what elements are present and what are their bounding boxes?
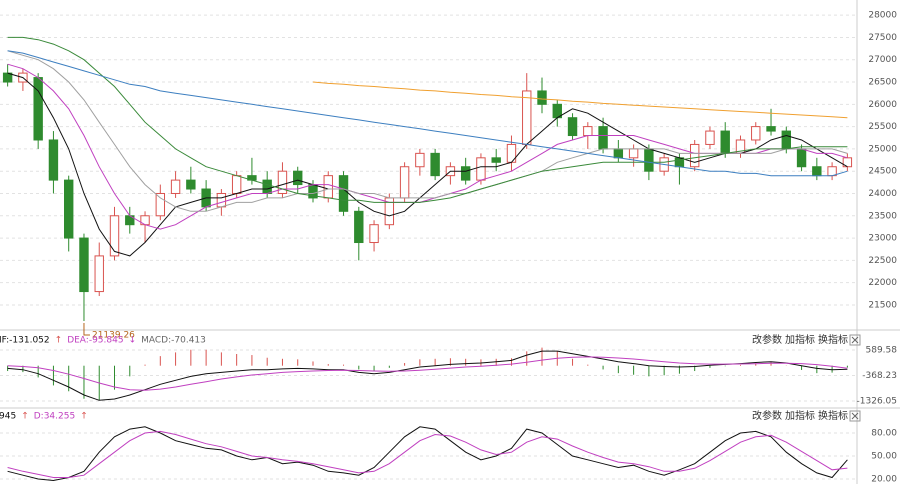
y-tick-label: -1326.05 xyxy=(857,397,897,407)
candle-body xyxy=(262,179,272,194)
y-tick-label: 22000 xyxy=(868,278,897,288)
y-tick-label: 50.00 xyxy=(871,451,897,461)
annotation-leader xyxy=(83,323,90,336)
indicator-header: ↓ xyxy=(129,336,137,346)
candle-body xyxy=(476,157,486,181)
indicator-header: ↑ xyxy=(55,336,63,346)
y-tick-label: 23500 xyxy=(868,211,897,221)
y-tick-label: 22500 xyxy=(868,256,897,266)
candle-body xyxy=(796,148,807,168)
indicator-header: MACD:-70.413 xyxy=(141,336,206,346)
close-icon[interactable] xyxy=(849,334,861,346)
candle-body xyxy=(430,152,440,177)
y-tick-label: 23000 xyxy=(868,234,897,244)
line-series xyxy=(7,430,848,478)
line-series xyxy=(7,50,848,177)
candle-body xyxy=(827,166,837,177)
indicator-header: DEA:-95.845 xyxy=(67,336,123,346)
candle-body xyxy=(231,175,242,194)
candle-body xyxy=(689,143,700,168)
y-tick-label: 26000 xyxy=(868,100,897,110)
candle-body xyxy=(399,166,410,199)
candle-body xyxy=(94,255,104,293)
line-series xyxy=(7,426,848,482)
candle-body xyxy=(186,179,196,190)
candle-body xyxy=(751,126,761,141)
indicator-button[interactable]: 换指标 xyxy=(818,409,848,422)
candle-body xyxy=(613,148,624,159)
candle-body xyxy=(567,117,578,137)
candle-body xyxy=(48,139,59,181)
close-icon[interactable] xyxy=(849,410,861,422)
y-tick-label: 28000 xyxy=(868,11,897,21)
candle-body xyxy=(415,152,425,168)
indicator-button[interactable]: 加指标 xyxy=(785,333,815,346)
line-series xyxy=(7,36,848,203)
y-tick-label: 27000 xyxy=(868,55,897,65)
indicator-button[interactable]: 改参数 xyxy=(752,333,782,346)
indicator-header: IF:-131.052 xyxy=(0,336,50,346)
candle-body xyxy=(522,90,532,145)
candle-body xyxy=(705,130,715,145)
indicator-header: 945 xyxy=(0,412,16,422)
indicator-button[interactable]: 换指标 xyxy=(818,333,848,346)
candle-body xyxy=(369,224,379,244)
y-tick-label: 20.00 xyxy=(871,475,897,484)
indicator-header: ↑ xyxy=(21,412,29,422)
indicator-header: ↑ xyxy=(80,412,88,422)
y-tick-label: -368.23 xyxy=(862,371,897,381)
candle-body xyxy=(216,192,227,208)
candle-body xyxy=(766,126,776,132)
candle-body xyxy=(338,175,349,212)
y-tick-label: 24000 xyxy=(868,189,897,199)
candle-body xyxy=(79,237,89,293)
candle-body xyxy=(109,215,120,257)
candle-body xyxy=(598,126,608,150)
candle-body xyxy=(537,90,547,105)
y-tick-label: 27500 xyxy=(868,33,897,43)
candle-body xyxy=(460,166,471,181)
line-series xyxy=(7,356,848,391)
candle-body xyxy=(64,179,74,239)
y-tick-label: 21500 xyxy=(868,300,897,310)
candle-body xyxy=(720,130,730,154)
candle-body xyxy=(354,210,364,244)
y-tick-label: 24500 xyxy=(868,167,897,177)
low-annotation: 21139.26 xyxy=(92,331,135,341)
line-series xyxy=(7,72,848,257)
y-tick-label: 26500 xyxy=(868,78,897,88)
candle-body xyxy=(170,179,181,194)
indicator-header: D:34.255 xyxy=(34,412,75,422)
indicator-button[interactable]: 改参数 xyxy=(752,409,782,422)
candle-body xyxy=(293,170,303,186)
candle-body xyxy=(33,77,43,141)
y-tick-label: 25000 xyxy=(868,144,897,154)
indicator-button[interactable]: 加指标 xyxy=(785,409,815,422)
candle-body xyxy=(323,175,333,199)
candle-body xyxy=(277,170,288,194)
candle-body xyxy=(812,166,822,177)
candle-body xyxy=(491,157,501,163)
candle-body xyxy=(628,148,639,159)
y-tick-label: 25500 xyxy=(868,122,897,132)
y-tick-label: 80.00 xyxy=(871,428,897,438)
line-series xyxy=(312,81,848,119)
candle-body xyxy=(781,130,791,150)
y-tick-label: 589.58 xyxy=(866,346,898,356)
candle-body xyxy=(583,126,593,137)
candle-body xyxy=(155,192,166,217)
line-series xyxy=(7,350,848,401)
candle-body xyxy=(644,148,654,172)
line-series xyxy=(7,50,848,212)
